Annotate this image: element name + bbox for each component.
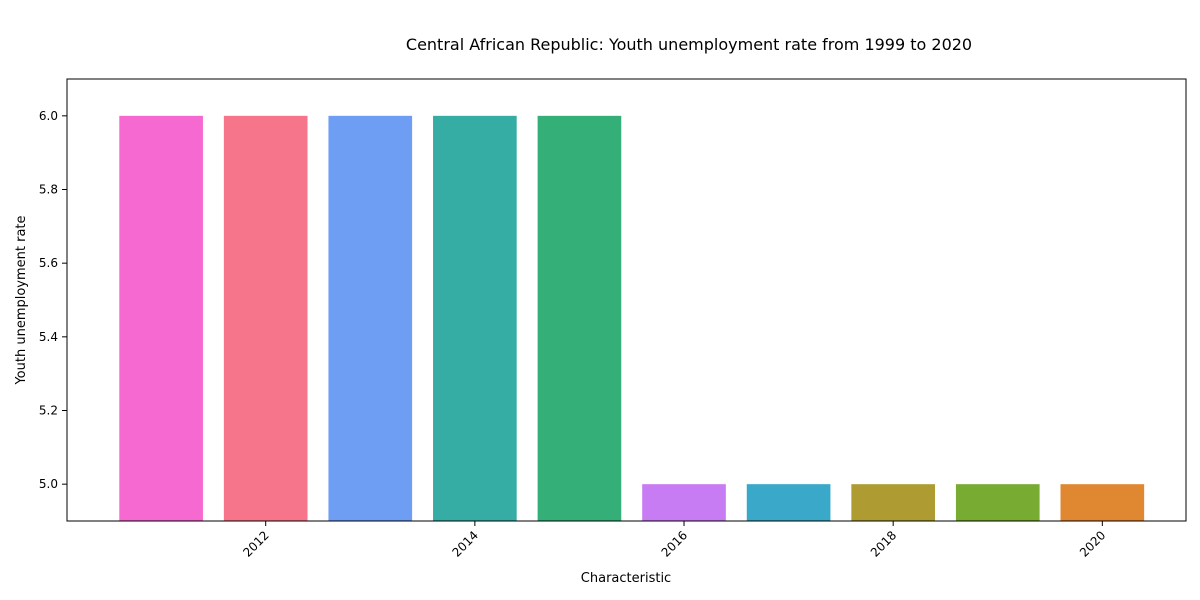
y-tick-label: 5.8 [39,183,58,197]
y-tick-label: 6.0 [39,109,58,123]
bar-2015 [537,115,622,521]
y-axis-title: Youth unemployment rate [14,215,29,385]
bar-2018 [851,484,936,521]
x-tick-label: 2014 [449,528,480,559]
bar-2016 [642,484,726,521]
bars-group [119,115,1145,521]
y-tick-label: 5.4 [39,330,58,344]
plot-frame [66,78,1187,522]
y-tick-label: 5.0 [39,477,58,491]
chart-title: Central African Republic: Youth unemploy… [406,35,972,54]
bar-2013 [328,115,413,521]
y-tick-label: 5.6 [39,256,58,270]
x-axis: 2012 2014 2016 2018 2020 [240,521,1108,560]
y-tick-label: 5.2 [39,404,58,418]
x-axis-title: Characteristic [581,571,671,586]
x-tick-label: 2012 [240,528,271,559]
x-tick-label: 2020 [1077,528,1108,559]
bar-2011 [119,115,203,521]
x-tick-label: 2016 [659,528,690,559]
bar-2019 [955,484,1040,521]
bar-2017 [746,484,831,521]
bar-2020 [1060,484,1145,521]
y-axis: 5.0 5.2 5.4 5.6 5.8 6.0 [39,109,67,491]
bar-2014 [433,115,517,521]
bar-2012 [223,115,308,521]
x-tick-label: 2018 [868,528,899,559]
